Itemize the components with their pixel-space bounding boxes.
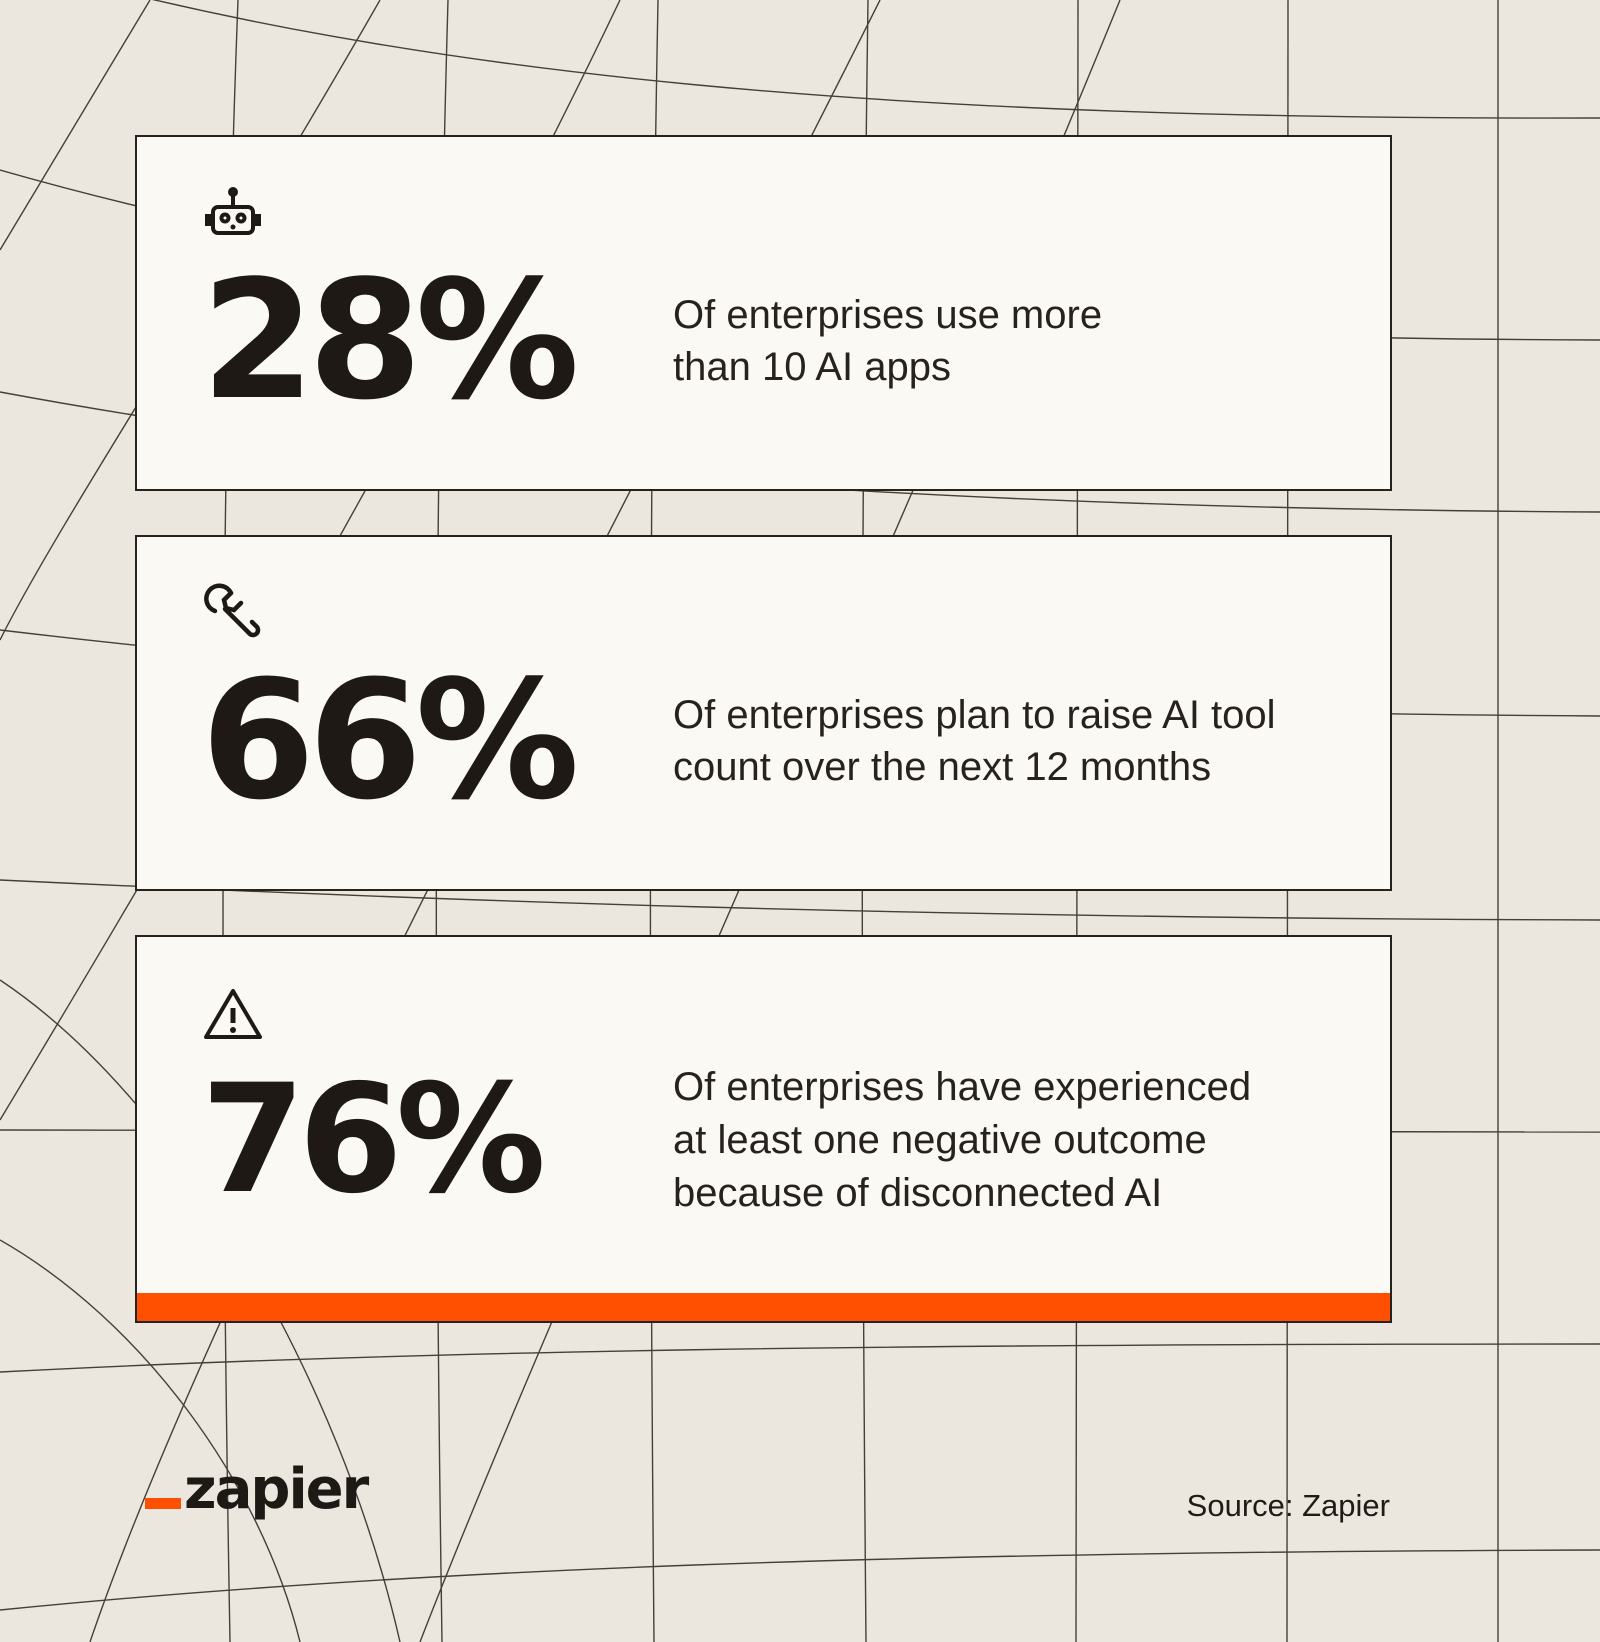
source-text: Source: Zapier [1186, 1488, 1390, 1523]
stat-card-ai-apps: 28% Of enterprises use more than 10 AI a… [135, 135, 1392, 491]
stat-description: Of enterprises have experienced at least… [673, 1065, 1252, 1215]
stat-value: 66% [201, 645, 580, 836]
stat-card-ai-tool-growth: 66% Of enterprises plan to raise AI tool… [135, 535, 1392, 891]
robot-icon [205, 187, 261, 235]
stat-description: Of enterprises plan to raise AI tool cou… [673, 692, 1276, 790]
stat-card-negative-outcomes: 76% Of enterprises have experienced at l… [135, 935, 1392, 1323]
highlight-bar [137, 1293, 1390, 1321]
stat-description: Of enterprises use more than 10 AI apps [673, 292, 1103, 390]
zapier-logo-text: zapier [184, 1457, 369, 1522]
wrench-icon [204, 583, 261, 638]
zapier-logo: zapier [145, 1457, 369, 1522]
stat-value: 28% [201, 245, 580, 436]
warning-icon [204, 989, 262, 1039]
zapier-logo-underscore-icon [145, 1498, 181, 1509]
stat-value: 76% [201, 1052, 546, 1227]
